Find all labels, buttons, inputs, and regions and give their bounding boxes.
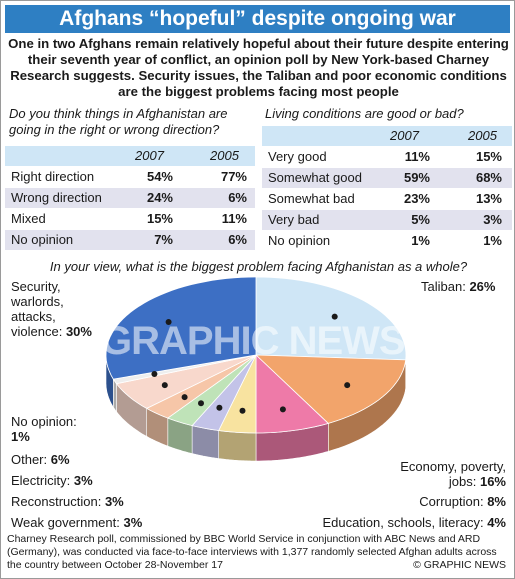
row-label: No opinion [268,233,331,248]
pie-slice-4 [191,354,257,431]
pie-slice-5 [166,354,257,427]
table-row: Mixed 15% 11% [5,209,255,229]
direction-table: 2007 2005 Right direction 54% 77% Wrong dir… [5,146,255,251]
pie-marker-6 [181,394,188,401]
table-row: Somewhat bad 23% 13% [262,189,512,209]
pie-side-3 [218,430,257,462]
footer-note: Charney Research poll, commissioned by B… [7,533,497,571]
pie-side-8 [113,378,117,412]
table-row: Right direction 54% 77% [5,167,255,187]
right-question: Living conditions are good or bad? [265,106,464,121]
pie-marker-3 [239,407,246,414]
value-2005: 15% [475,149,502,164]
value-2007: 1% [411,233,430,248]
table-row: Very bad 5% 3% [262,210,512,230]
pie-slice-1 [254,354,407,424]
value-2007: 23% [403,191,430,206]
living-conditions-table: 2007 2005 Very good 11% 15% Somewhat good 59… [262,126,512,252]
value-2005: 68% [475,170,502,185]
pie-marker-5 [198,400,204,407]
label-taliban: Taliban: 26% [421,279,496,294]
intro-text: One in two Afghans remain relatively hop… [8,36,509,99]
pie-marker-2 [279,406,286,413]
pie-slice-7 [115,354,257,409]
pie-slice-6 [145,354,257,419]
pie-chart [105,276,407,462]
col-2007: 2007 [390,128,419,143]
value-2005: 13% [475,191,502,206]
value-2007: 5% [411,212,430,227]
label-economy: Economy, poverty, jobs: 16% [400,459,506,489]
pie-marker-7 [161,382,168,389]
col-2005: 2005 [210,148,239,163]
row-label: Somewhat good [268,170,362,185]
row-label: Very good [268,149,327,164]
pie-marker-8 [151,371,158,377]
pie-slice-9 [105,276,257,380]
value-2007: 15% [146,211,173,226]
table-header-band [262,126,512,146]
table-row: No opinion 7% 6% [5,230,255,250]
credit: © GRAPHIC NEWS [413,559,506,571]
label-security: Security, warlords, attacks, violence: 3… [11,279,92,339]
left-question: Do you think things in Afghanistan are g… [9,106,228,137]
table-row: No opinion 1% 1% [262,231,512,251]
value-2007: 59% [403,170,430,185]
label-weak-government: Weak government: 3% [11,515,143,530]
value-2005: 77% [220,169,247,184]
value-2007: 54% [146,169,173,184]
pie-side-4 [191,425,219,459]
pie-marker-1 [344,382,351,389]
label-no-opinion: No opinion: 1% [11,414,77,444]
table-row: Somewhat good 59% 68% [262,168,512,188]
row-label: Mixed [11,211,46,226]
row-label: Very bad [268,212,320,227]
value-2005: 1% [483,233,502,248]
col-2005: 2005 [468,128,497,143]
row-label: Right direction [11,169,95,184]
pie-slice-2 [255,354,330,434]
row-label: No opinion [11,232,74,247]
label-reconstruction: Reconstruction: 3% [11,494,124,509]
pie-slice-0 [255,276,407,361]
value-2005: 6% [228,232,247,247]
pie-marker-9 [165,319,172,325]
value-2005: 11% [221,211,247,226]
value-2007: 7% [154,232,173,247]
label-electricity: Electricity: 3% [11,473,93,488]
row-label: Somewhat bad [268,191,355,206]
page-title: Afghans “hopeful” despite ongoing war [5,5,510,33]
label-education: Education, schools, literacy: 4% [322,515,506,530]
pie-question: In your view, what is the biggest proble… [49,259,468,274]
value-2005: 6% [228,190,247,205]
label-corruption: Corruption: 8% [419,494,506,509]
value-2007: 24% [146,190,173,205]
value-2005: 3% [483,212,502,227]
pie-marker-4 [216,404,223,411]
table-header-band [5,146,255,166]
value-2007: 11% [404,149,430,164]
table-row: Very good 11% 15% [262,147,512,167]
pie-marker-0 [331,313,338,320]
row-label: Wrong direction [11,190,102,205]
label-other: Other: 6% [11,452,70,467]
table-row: Wrong direction 24% 6% [5,188,255,208]
col-2007: 2007 [135,148,164,163]
